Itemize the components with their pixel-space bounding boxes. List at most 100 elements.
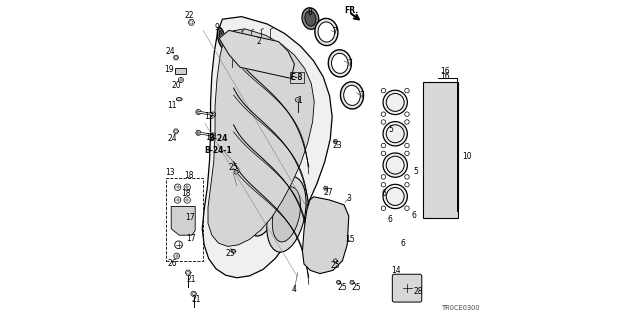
- Text: 24: 24: [166, 47, 175, 56]
- Text: 13: 13: [164, 168, 175, 177]
- Circle shape: [383, 184, 408, 209]
- Polygon shape: [337, 280, 341, 284]
- Circle shape: [381, 206, 386, 211]
- Ellipse shape: [313, 211, 337, 257]
- Text: 12: 12: [205, 133, 214, 142]
- Text: 21: 21: [191, 295, 201, 304]
- Text: B-24: B-24: [209, 134, 228, 143]
- Text: 4: 4: [292, 285, 297, 294]
- Circle shape: [404, 182, 409, 187]
- Text: 10: 10: [462, 152, 472, 161]
- Text: 25: 25: [337, 284, 348, 292]
- Polygon shape: [234, 170, 239, 174]
- Text: 28: 28: [413, 287, 422, 296]
- Text: 25: 25: [351, 284, 361, 292]
- Text: 25: 25: [330, 261, 340, 270]
- Polygon shape: [302, 197, 349, 274]
- Text: 11: 11: [168, 101, 177, 110]
- Text: 24: 24: [168, 134, 178, 143]
- Text: 23: 23: [333, 141, 342, 150]
- Text: 7: 7: [332, 28, 337, 36]
- FancyBboxPatch shape: [392, 274, 422, 302]
- Ellipse shape: [315, 19, 338, 45]
- Polygon shape: [186, 270, 191, 275]
- Ellipse shape: [344, 85, 360, 105]
- Polygon shape: [208, 29, 314, 246]
- Circle shape: [174, 184, 180, 190]
- Text: 7: 7: [359, 92, 364, 100]
- Polygon shape: [188, 20, 195, 25]
- Text: 5: 5: [413, 167, 419, 176]
- Text: 6: 6: [412, 212, 417, 220]
- Circle shape: [196, 109, 201, 115]
- Polygon shape: [173, 55, 179, 60]
- Circle shape: [381, 88, 386, 93]
- Ellipse shape: [177, 98, 182, 101]
- Text: 17: 17: [186, 234, 196, 243]
- Polygon shape: [323, 186, 328, 190]
- Ellipse shape: [317, 219, 333, 249]
- Polygon shape: [191, 291, 196, 296]
- Circle shape: [383, 153, 408, 177]
- Text: 8: 8: [307, 8, 312, 17]
- Polygon shape: [333, 259, 338, 263]
- Text: E-8: E-8: [291, 73, 303, 82]
- Circle shape: [296, 98, 300, 102]
- Text: 25: 25: [225, 249, 236, 258]
- Circle shape: [174, 197, 180, 203]
- Circle shape: [404, 175, 409, 179]
- FancyBboxPatch shape: [175, 68, 186, 74]
- Circle shape: [398, 279, 416, 297]
- Circle shape: [211, 133, 216, 138]
- Circle shape: [404, 151, 409, 156]
- Polygon shape: [333, 140, 338, 143]
- Ellipse shape: [305, 11, 316, 26]
- Ellipse shape: [332, 53, 348, 73]
- Text: 25: 25: [228, 163, 238, 172]
- Circle shape: [381, 182, 386, 187]
- Circle shape: [333, 234, 347, 248]
- Circle shape: [196, 130, 201, 135]
- Circle shape: [404, 120, 409, 124]
- Text: 17: 17: [185, 213, 195, 222]
- Ellipse shape: [340, 82, 364, 109]
- Text: E-8: E-8: [291, 73, 303, 82]
- Polygon shape: [172, 206, 195, 235]
- Ellipse shape: [328, 50, 351, 77]
- Ellipse shape: [218, 28, 225, 48]
- Text: 6: 6: [401, 239, 406, 248]
- Circle shape: [381, 120, 386, 124]
- Ellipse shape: [318, 22, 335, 42]
- Text: 20: 20: [171, 81, 181, 90]
- Circle shape: [174, 253, 179, 259]
- Polygon shape: [173, 129, 179, 133]
- Circle shape: [381, 112, 386, 116]
- Ellipse shape: [302, 8, 319, 29]
- Text: 21: 21: [187, 275, 196, 284]
- Polygon shape: [202, 17, 332, 278]
- Circle shape: [178, 77, 184, 83]
- Text: 6: 6: [388, 215, 393, 224]
- Circle shape: [404, 88, 409, 93]
- Text: 3: 3: [346, 194, 351, 203]
- Circle shape: [175, 241, 182, 249]
- Text: 5: 5: [388, 125, 393, 134]
- Circle shape: [184, 197, 191, 203]
- Bar: [166, 178, 202, 261]
- Text: FR.: FR.: [344, 6, 359, 15]
- Circle shape: [381, 175, 386, 179]
- FancyBboxPatch shape: [423, 82, 458, 218]
- Text: 16: 16: [440, 72, 450, 81]
- Ellipse shape: [248, 79, 290, 215]
- Text: 2: 2: [257, 37, 262, 46]
- Text: 1: 1: [297, 96, 301, 105]
- Text: 26: 26: [168, 260, 178, 268]
- Ellipse shape: [241, 59, 296, 236]
- Circle shape: [383, 90, 408, 115]
- Text: 7: 7: [347, 60, 352, 68]
- Text: 22: 22: [184, 11, 193, 20]
- Text: 27: 27: [323, 188, 333, 197]
- Text: 14: 14: [391, 266, 401, 275]
- Ellipse shape: [220, 31, 223, 45]
- Circle shape: [381, 151, 386, 156]
